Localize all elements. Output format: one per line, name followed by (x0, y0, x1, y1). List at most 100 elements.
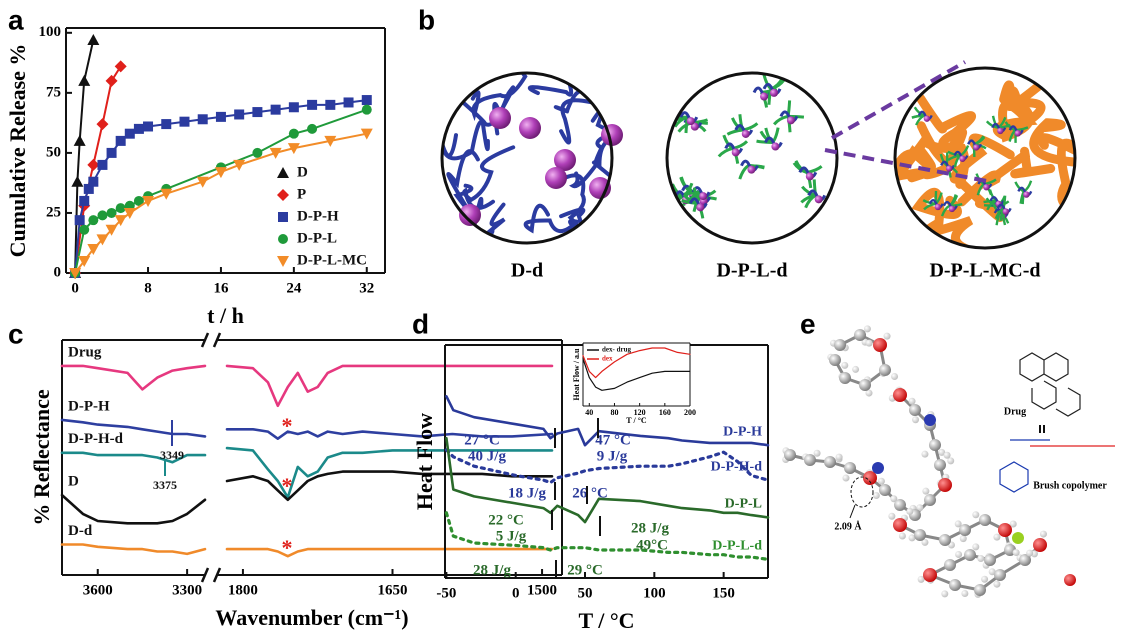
hydrogen (813, 449, 821, 457)
drug-dot (770, 88, 779, 97)
axis-break (200, 332, 222, 348)
y-tick-label: 100 (39, 24, 62, 40)
series-label: D-P-H-d (711, 459, 763, 474)
arm (726, 128, 743, 136)
hydrogen (898, 532, 906, 540)
x-tick-label: -50 (436, 585, 456, 601)
atom (893, 388, 907, 402)
x-axis-title: Wavenumber (cm⁻¹) (215, 605, 408, 630)
marker (73, 134, 86, 146)
atom (909, 404, 921, 416)
polymer-chain (1029, 118, 1074, 197)
drug-dot (760, 92, 769, 101)
hydrogen (863, 325, 871, 333)
x-tick-label: 0 (71, 280, 79, 296)
x-tick-label: 24 (286, 280, 302, 296)
hydrogen (842, 474, 850, 482)
legend-marker (277, 167, 289, 178)
panel-label: b (418, 4, 435, 35)
annotation: 18 J/g (508, 485, 546, 501)
annotation: 22 °C (488, 512, 524, 528)
arm (923, 202, 936, 211)
marker (106, 147, 117, 158)
marker (143, 121, 154, 132)
h-bond-pointer (849, 504, 856, 519)
marker (106, 207, 117, 218)
series-line (444, 511, 770, 561)
hydrogen (888, 512, 896, 520)
hydrogen (921, 538, 929, 546)
arm (986, 199, 997, 211)
polymer-chain (553, 89, 595, 145)
marker (87, 34, 100, 46)
y-tick-label: 50 (46, 144, 61, 160)
marker (83, 183, 94, 194)
marker (87, 243, 100, 255)
marker (105, 224, 118, 236)
atom (939, 534, 951, 546)
x-tick-label: 16 (213, 280, 229, 296)
hydrogen (981, 575, 989, 583)
x-tick-label: 32 (359, 280, 374, 296)
hydrogen (877, 477, 885, 485)
marker (78, 74, 91, 86)
arm (717, 146, 734, 158)
legend-label: P (297, 186, 306, 202)
atom (924, 494, 936, 506)
series-line (60, 418, 207, 438)
marker (133, 123, 144, 134)
molecule-label: Drug (1004, 406, 1026, 417)
x-tick-label: 0 (512, 585, 520, 601)
atom (949, 579, 961, 591)
panel-label: d (412, 308, 429, 339)
atom (879, 364, 891, 376)
polymer-chain (527, 74, 610, 97)
x-tick-label: 50 (578, 585, 593, 601)
annotation: 29 °C (567, 562, 603, 578)
atom (829, 354, 841, 366)
sugar-ring (999, 439, 1050, 493)
arm (738, 164, 750, 180)
series-line (225, 470, 554, 502)
legend-label: D (297, 164, 308, 180)
drug-dot (983, 183, 990, 191)
annotation: 27 °C (464, 432, 500, 448)
atom (998, 523, 1012, 537)
marker (270, 104, 281, 115)
x-tick-label: 160 (659, 408, 671, 417)
marker (307, 99, 318, 110)
hydrogen (865, 339, 873, 347)
series-line (60, 451, 207, 464)
series-label: D-P-H (68, 398, 110, 414)
atom (1019, 554, 1031, 566)
x-tick-label: 1650 (377, 582, 407, 598)
atom (854, 329, 866, 341)
marker (287, 143, 300, 155)
marker (179, 116, 190, 127)
marker (360, 128, 373, 140)
marker (160, 188, 173, 200)
y-axis-title: Cumulative Release % (5, 44, 30, 258)
marker (79, 224, 90, 235)
marker (361, 95, 372, 106)
hydrogen (1009, 520, 1017, 528)
annotation: 28 J/g (631, 520, 669, 536)
drug-dot (771, 142, 780, 151)
marker (288, 128, 299, 139)
marker (71, 175, 84, 187)
molecule-label: Brush copolymer (1033, 480, 1107, 491)
atom (929, 439, 941, 451)
arm (682, 193, 698, 205)
atom (784, 449, 796, 461)
series-line (444, 448, 770, 485)
hydrogen (883, 332, 891, 340)
legend-marker (277, 189, 289, 201)
legend-marker (277, 256, 289, 267)
hydrogen (959, 535, 967, 543)
arm (671, 115, 688, 120)
atom (834, 339, 846, 351)
x-axis-title: T / °C (626, 416, 647, 425)
drug-dot (747, 165, 756, 174)
x-tick-label: 100 (643, 585, 666, 601)
marker (269, 147, 282, 159)
